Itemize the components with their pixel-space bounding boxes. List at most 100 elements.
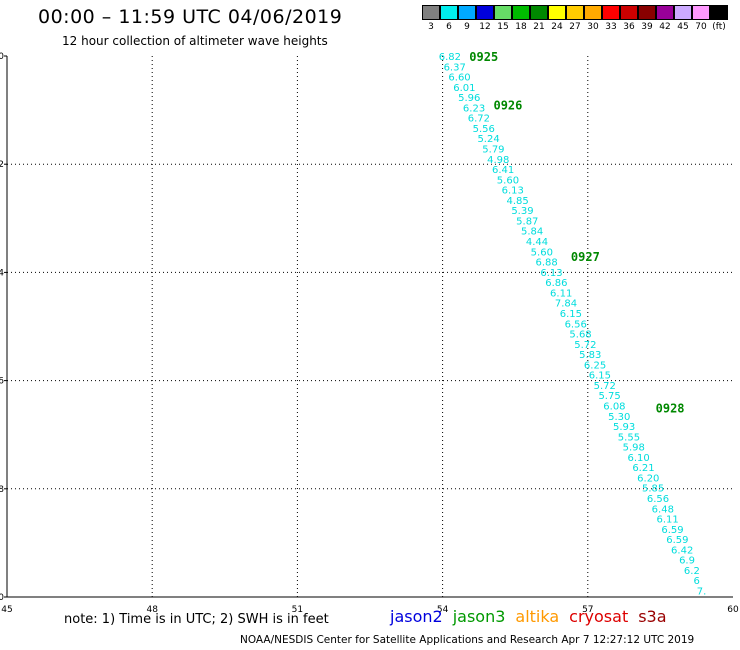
y-tick-label: -32 — [0, 160, 4, 170]
x-tick-label: 48 — [146, 605, 158, 615]
data-point-label: 5.30 — [608, 412, 630, 423]
data-point-label: 5.72 — [574, 340, 596, 351]
color-scale-label: 36 — [623, 22, 635, 32]
data-point-label: 6.15 — [589, 371, 611, 382]
data-point-label: 5.93 — [613, 422, 635, 433]
data-point-label: 6.13 — [502, 186, 524, 197]
data-point-label: 6.20 — [637, 473, 659, 484]
data-point-label: 6.11 — [657, 515, 679, 526]
data-point-label: 6.11 — [550, 288, 572, 299]
satellite-legend-entry: jason3 — [452, 607, 506, 626]
time-label: 0925 — [469, 50, 498, 64]
data-point-label: 6.9 — [679, 556, 695, 567]
color-scale-swatch — [422, 5, 440, 20]
data-point-label: 6.60 — [448, 73, 470, 84]
data-point-label: 6.56 — [647, 494, 669, 505]
data-point-label: 4.98 — [487, 155, 509, 166]
color-scale-swatch — [656, 5, 674, 20]
x-tick-label: 54 — [437, 605, 449, 615]
color-scale-label: 70 — [695, 22, 707, 32]
color-scale-label: 9 — [464, 22, 470, 32]
data-point-label: 4.85 — [506, 196, 528, 207]
color-scale-swatch — [566, 5, 584, 20]
data-point-label: 5.84 — [521, 227, 543, 238]
color-scale-swatch — [512, 5, 530, 20]
data-point-label: 4.44 — [526, 237, 548, 248]
satellite-legend-entry: altika — [515, 607, 560, 626]
x-tick-label: 57 — [582, 605, 593, 615]
y-tick-label: -38 — [0, 485, 4, 495]
time-label: 0928 — [656, 402, 685, 416]
data-point-label: 5.24 — [477, 134, 499, 145]
y-tick-label: -34 — [0, 268, 4, 278]
data-point-label: 6.01 — [453, 83, 475, 94]
color-scale-swatch — [440, 5, 458, 20]
data-point-label: 6.72 — [468, 114, 490, 125]
color-scale-label: 30 — [587, 22, 599, 32]
data-point-label: 6.41 — [492, 165, 514, 176]
data-point-label: 5.87 — [516, 216, 538, 227]
data-point-label: 5.96 — [458, 93, 480, 104]
data-point-label: 6.82 — [439, 52, 461, 63]
time-label: 0927 — [571, 250, 600, 264]
satellite-legend-entry: s3a — [638, 607, 667, 626]
color-scale-swatch — [692, 5, 710, 20]
color-scale-swatch — [674, 5, 692, 20]
color-scale-swatch — [530, 5, 548, 20]
data-point-label: 5.39 — [511, 206, 533, 217]
color-scale-label: 6 — [446, 22, 452, 32]
x-tick-label: 45 — [1, 605, 12, 615]
data-point-label: 6.59 — [661, 525, 683, 536]
data-point-label: 5.72 — [594, 381, 616, 392]
color-scale-swatch — [548, 5, 566, 20]
chart-subtitle: 12 hour collection of altimeter wave hei… — [62, 34, 328, 48]
data-point-label: 6.08 — [603, 401, 625, 412]
y-tick-label: -40 — [0, 593, 4, 603]
satellite-legend: jason2 jason3 altika cryosat s3a — [390, 607, 677, 626]
color-scale-swatch — [638, 5, 656, 20]
data-point-label: 5.75 — [598, 391, 620, 402]
data-point-label: 7.84 — [555, 299, 577, 310]
x-tick-label: 51 — [292, 605, 303, 615]
data-point-label: 5.98 — [623, 443, 645, 454]
data-point-label: 6.2 — [684, 566, 700, 577]
y-tick-label: -36 — [0, 377, 4, 387]
y-tick-label: -30 — [0, 52, 4, 62]
x-tick-label: 60 — [727, 605, 739, 615]
data-point-label: 6 — [694, 576, 700, 587]
data-point-label: 6.13 — [540, 268, 562, 279]
data-point-label: 5.55 — [618, 432, 640, 443]
credit-line: NOAA/NESDIS Center for Satellite Applica… — [240, 634, 695, 646]
data-point-label: 6.88 — [536, 258, 558, 269]
data-point-label: 6.25 — [584, 360, 606, 371]
data-point-label: 6.23 — [463, 103, 485, 114]
time-label: 0926 — [493, 99, 522, 113]
data-point-label: 6.56 — [565, 319, 587, 330]
data-point-label: 6.86 — [545, 278, 567, 289]
data-point-label: 5.60 — [497, 175, 519, 186]
color-scale-swatch — [458, 5, 476, 20]
satellite-legend-entry: cryosat — [569, 607, 629, 626]
color-scale-label: 27 — [569, 22, 581, 32]
color-scale-label: 24 — [551, 22, 563, 32]
color-scale-swatch — [494, 5, 512, 20]
data-point-label: 6.59 — [666, 535, 688, 546]
color-scale-swatch — [476, 5, 494, 20]
data-point-label: 5.79 — [482, 145, 504, 156]
data-point-label: 6.15 — [560, 309, 582, 320]
satellite-legend-entry: jason2 — [390, 607, 443, 626]
color-scale-label: 39 — [641, 22, 653, 32]
footnote: note: 1) Time is in UTC; 2) SWH is in fe… — [64, 612, 329, 627]
color-scale-swatch — [710, 5, 728, 20]
data-point-label: 6.21 — [632, 463, 654, 474]
color-scale-label: 18 — [515, 22, 527, 32]
data-point-label: 6.42 — [671, 545, 693, 556]
data-point-label: 6.37 — [444, 62, 466, 73]
color-scale-label: (ft) — [712, 22, 726, 32]
color-scale-label: 42 — [659, 22, 671, 32]
data-point-label: 6.10 — [627, 453, 649, 464]
data-point-label: 5.60 — [531, 247, 553, 258]
data-point-label: 5.56 — [473, 124, 495, 135]
color-scale-label: 15 — [497, 22, 509, 32]
